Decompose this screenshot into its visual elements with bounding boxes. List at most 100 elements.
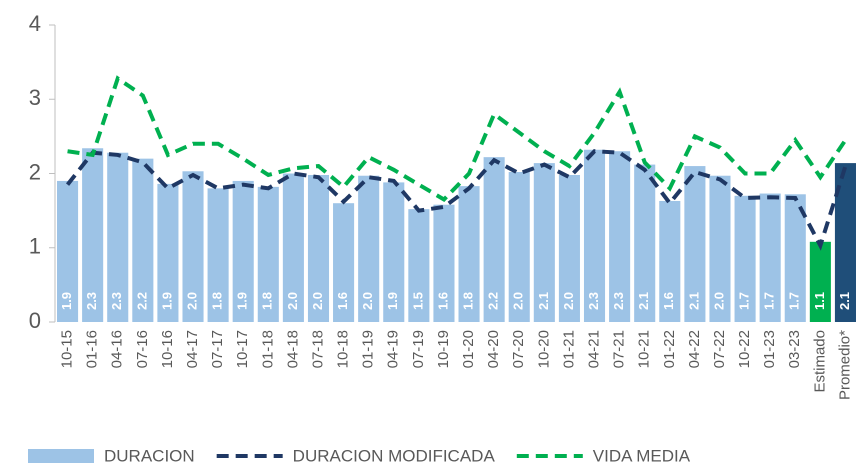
- bar: [282, 173, 304, 322]
- y-tick-label: 3: [29, 85, 41, 110]
- x-tick-label: 10-17: [234, 330, 251, 368]
- bar: [307, 174, 330, 322]
- bar: [508, 172, 530, 322]
- x-tick-label: 04-22: [686, 330, 703, 368]
- data-label: 1.6: [335, 292, 350, 310]
- line: [65, 149, 848, 251]
- bar: [659, 200, 681, 322]
- data-label: 1.6: [435, 292, 450, 310]
- x-tick-label: 07-20: [510, 330, 527, 368]
- x-tick-label: 01-22: [661, 330, 678, 368]
- bar: [182, 171, 204, 322]
- data-label: 1.9: [59, 292, 74, 310]
- bar: [358, 175, 380, 322]
- data-label: 1.9: [385, 292, 400, 310]
- data-label: 1.9: [235, 292, 250, 310]
- x-tick-label: 07-17: [209, 330, 226, 368]
- x-tick-label: 04-18: [284, 330, 301, 368]
- x-tick-label: 04-20: [485, 330, 502, 368]
- bar: [107, 152, 129, 322]
- data-label: 2.1: [837, 292, 852, 310]
- x-tick-label: 10-20: [535, 330, 552, 368]
- data-label: 1.7: [762, 292, 777, 310]
- line: [67, 75, 848, 203]
- data-label: 1.6: [661, 292, 676, 310]
- data-label: 1.5: [410, 292, 425, 310]
- x-tick-label: 07-16: [134, 330, 151, 368]
- data-label: 2.3: [109, 292, 124, 310]
- data-label: 2.1: [686, 292, 701, 310]
- data-label: 1.9: [159, 292, 174, 310]
- data-label: 2.2: [134, 292, 149, 310]
- x-tick-label: 04-17: [184, 330, 201, 368]
- x-tick-label: 10-16: [159, 330, 176, 368]
- data-label: 2.0: [310, 292, 325, 310]
- bar: [82, 148, 104, 322]
- x-tick-label: 10-21: [636, 330, 653, 368]
- bar: [408, 209, 430, 322]
- bar: [483, 157, 505, 322]
- x-tick-label: 04-16: [109, 330, 126, 368]
- bar: [157, 183, 179, 322]
- x-tick-label: 01-21: [560, 330, 577, 368]
- bar: [709, 175, 731, 322]
- bar: [809, 241, 831, 322]
- bar: [558, 174, 580, 322]
- data-label: 1.7: [737, 292, 752, 310]
- x-tick-label: 03-23: [786, 330, 803, 368]
- bar: [583, 149, 606, 322]
- x-tick-label: 10-19: [435, 330, 452, 368]
- x-tick-label: 04-21: [585, 330, 602, 368]
- bar: [257, 186, 279, 322]
- bar: [57, 180, 79, 322]
- bar: [207, 188, 229, 322]
- bar: [759, 193, 781, 322]
- bar: [383, 182, 405, 322]
- data-label: 2.0: [711, 292, 726, 310]
- data-label: 2.3: [611, 292, 626, 310]
- legend-label: VIDA MEDIA: [593, 446, 691, 465]
- data-label: 2.2: [486, 292, 501, 310]
- x-tick-label: 01-23: [761, 330, 778, 368]
- data-label: 2.1: [636, 292, 651, 310]
- y-tick-label: 1: [29, 234, 41, 259]
- y-tick-label: 0: [29, 308, 41, 333]
- bar: [609, 151, 631, 322]
- x-tick-label: 01-18: [259, 330, 276, 368]
- data-label: 1.7: [787, 292, 802, 310]
- data-label: 1.8: [460, 292, 475, 310]
- bar: [784, 194, 806, 322]
- data-label: 1.8: [210, 292, 225, 310]
- bar: [734, 195, 756, 322]
- x-tick-label: 07-22: [711, 330, 728, 368]
- data-label: 2.0: [184, 292, 199, 310]
- data-label: 2.0: [360, 292, 375, 310]
- legend-swatch: [28, 449, 94, 463]
- x-tick-label: 04-19: [385, 330, 402, 368]
- data-label: 1.1: [812, 292, 827, 310]
- x-tick-label: 07-19: [410, 330, 427, 368]
- bar: [634, 164, 656, 322]
- bar: [333, 203, 355, 322]
- data-label: 2.0: [511, 292, 526, 310]
- data-label: 2.0: [561, 292, 576, 310]
- x-tick-label: 01-19: [360, 330, 377, 368]
- bar: [834, 163, 856, 322]
- x-tick-label: 10-18: [335, 330, 352, 368]
- x-tick-label: 01-16: [84, 330, 101, 368]
- y-tick-label: 4: [29, 11, 41, 36]
- bar: [433, 204, 455, 322]
- x-tick-label: 07-18: [309, 330, 326, 368]
- bar: [458, 186, 480, 322]
- x-tick-label: 10-15: [59, 330, 76, 368]
- x-tick-label: 10-22: [736, 330, 753, 368]
- x-tick-label: 07-21: [611, 330, 628, 368]
- legend-label: DURACION: [104, 446, 195, 465]
- legend-label: DURACION MODIFICADA: [293, 446, 496, 465]
- y-tick-label: 2: [29, 159, 41, 184]
- x-tick-label: Estimado: [811, 330, 828, 393]
- data-label: 2.3: [84, 292, 99, 310]
- data-label: 2.1: [536, 292, 551, 310]
- bar: [132, 158, 154, 322]
